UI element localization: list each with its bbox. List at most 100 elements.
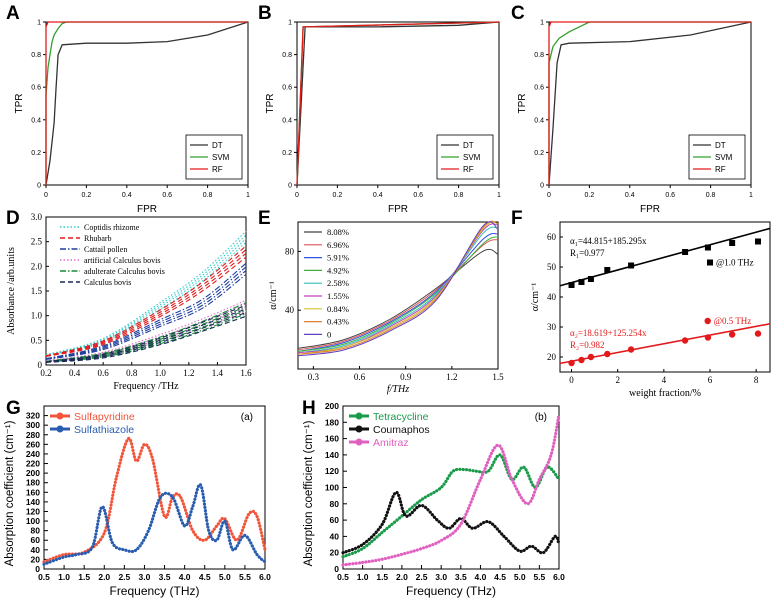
y-tick-label: 40	[285, 305, 295, 315]
legend-label-rf: RF	[212, 165, 223, 174]
x-tick-label: 0	[547, 192, 551, 199]
legend-label: adulterate Calculus bovis	[84, 267, 165, 276]
data-point	[568, 359, 575, 367]
y-tick-label: 1.5	[31, 286, 43, 296]
y-tick-label: 280	[26, 430, 40, 440]
y-tick-label: 2.5	[31, 237, 43, 247]
series-line	[45, 305, 247, 362]
y-axis-label: TPR	[517, 94, 528, 114]
legend-label: Amitraz	[373, 437, 409, 449]
y-tick-label: 120	[26, 506, 40, 516]
x-tick-label: 6.0	[259, 572, 271, 582]
x-tick-label: 0.8	[454, 192, 464, 199]
y-tick-label: 1.0	[31, 311, 43, 321]
x-tick-label: 0.6	[162, 192, 172, 199]
y-tick-label: 240	[26, 449, 40, 459]
y-tick-label: 0.2	[282, 150, 292, 157]
data-point	[754, 330, 762, 337]
x-axis-label: Frequency /THz	[113, 381, 179, 392]
series-line-dt	[548, 21, 752, 186]
x-tick-label: 0.2	[40, 368, 51, 378]
x-axis-label: f/THz	[387, 384, 409, 395]
x-tick-label: 0.9	[400, 372, 412, 382]
data-point	[604, 267, 611, 273]
y-axis-label: TPR	[265, 94, 276, 114]
legend-label: Sulfapyridine	[74, 411, 135, 423]
legend-marker	[355, 438, 363, 446]
plot-frame	[296, 21, 500, 186]
fit-r-squared-2: R₂=0.982	[570, 340, 604, 350]
series-line	[45, 308, 247, 363]
data-point	[704, 334, 712, 341]
series-line	[297, 221, 499, 357]
y-tick-label: 320	[26, 411, 40, 421]
legend-label: Coumaphos	[373, 424, 430, 436]
x-tick-label: 0	[295, 192, 299, 199]
x-tick-label: 1.5	[78, 572, 90, 582]
y-tick-label: 0	[38, 360, 43, 370]
y-tick-label: 180	[325, 417, 339, 427]
y-tick-label: 100	[325, 483, 339, 493]
y-tick-label: 0.4	[31, 117, 41, 124]
series-line	[45, 234, 247, 356]
x-tick-label: 4.5	[199, 572, 211, 582]
legend-label-dt: DT	[715, 141, 726, 150]
series-line	[42, 483, 267, 566]
x-tick-label: 6	[708, 375, 713, 385]
series-line	[45, 304, 247, 363]
legend-label: artificial Calculus bovis	[84, 256, 160, 265]
series-line	[341, 412, 561, 567]
y-tick-label: 100	[26, 516, 40, 526]
x-tick-label: 1	[497, 192, 501, 199]
linear-fit-panel-f: 0 2 4 6 8 20 30 40 50 60 weight fraction/% α/cm⁻¹ α₁…	[530, 221, 771, 399]
x-tick-label: 0.6	[665, 192, 675, 199]
y-tick-label: 3.0	[31, 212, 43, 222]
x-tick-label: 1.2	[183, 368, 194, 378]
x-tick-label: 0.6	[354, 372, 366, 382]
data-point	[681, 337, 689, 344]
data-point	[682, 249, 689, 255]
legend-label: @1.0 THz	[716, 258, 754, 268]
data-point	[728, 331, 736, 338]
x-tick-label: 1	[749, 192, 753, 199]
x-tick-label: 1.0	[357, 572, 369, 582]
series-line	[45, 252, 247, 357]
x-tick-label: 0.3	[308, 372, 320, 382]
panel-label-c: C	[511, 3, 525, 24]
absorbance-panel-d: 0.2 0.4 0.6 0.8 1.0 1.2 1.4 1.6 0 0.5 1.0 1.5 2.0 2.5…	[6, 212, 252, 392]
y-tick-label: 0.2	[534, 150, 544, 157]
x-tick-label: 0.6	[413, 192, 423, 199]
x-tick-label: 1.5	[376, 572, 388, 582]
legend: Coptidis rhizome Rhubarb Cattail pollen art…	[60, 223, 165, 287]
legend-label: Sulfathiazole	[74, 424, 134, 436]
y-tick-label: 0.6	[282, 85, 292, 92]
y-tick-label: 260	[26, 439, 40, 449]
legend-marker	[355, 425, 363, 433]
y-tick-label: 120	[325, 466, 339, 476]
y-tick-label: 220	[26, 459, 40, 469]
x-tick-label: 0.8	[706, 192, 716, 199]
legend-marker	[355, 412, 363, 420]
x-tick-label: 4	[662, 375, 667, 385]
series-line-rf	[45, 21, 248, 185]
series-line-rf	[548, 21, 751, 185]
series-line	[45, 315, 247, 363]
x-tick-label: 0.2	[82, 192, 92, 199]
data-point	[729, 240, 736, 246]
y-tick-label: 200	[26, 468, 40, 478]
x-tick-label: 5.5	[239, 572, 251, 582]
series-line	[297, 239, 499, 351]
x-tick-label: 1.6	[240, 368, 252, 378]
x-tick-label: 0.4	[122, 192, 132, 199]
y-tick-label: 60	[330, 515, 340, 525]
plot-frame	[297, 221, 499, 370]
series-line	[42, 436, 267, 564]
subfigure-tag: (a)	[241, 412, 253, 423]
x-axis-label: Frequency (THz)	[109, 584, 199, 598]
subfigure-tag: (b)	[535, 412, 547, 423]
y-tick-label: 0.5	[31, 335, 43, 345]
x-tick-label: 4.0	[179, 572, 191, 582]
series-line	[341, 453, 561, 559]
series-line	[45, 302, 247, 362]
y-tick-label: 0.8	[534, 52, 544, 59]
